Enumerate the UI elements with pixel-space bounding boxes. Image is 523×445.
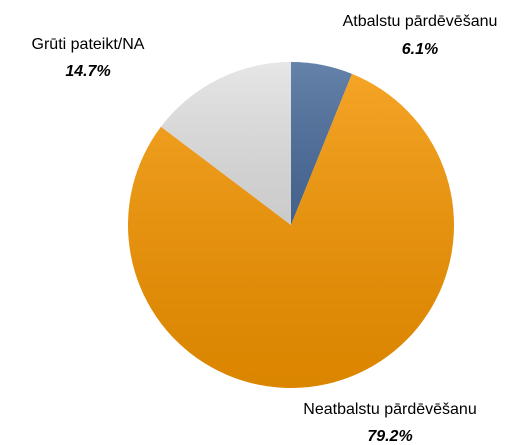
- slice-shade: [291, 62, 352, 225]
- pie: [128, 62, 454, 388]
- slice-value-label: 6.1%: [402, 41, 438, 58]
- slice-value-label: 79.2%: [367, 428, 412, 445]
- slice-label: Atbalstu pārdēvēšanu: [343, 13, 498, 30]
- slice-label: Grūti pateikt/NA: [32, 36, 145, 53]
- slice-label: Neatbalstu pārdēvēšanu: [303, 401, 476, 418]
- slice-shade: [160, 62, 291, 225]
- slice-value-label: 14.7%: [65, 63, 110, 80]
- slice-shade: [128, 73, 454, 388]
